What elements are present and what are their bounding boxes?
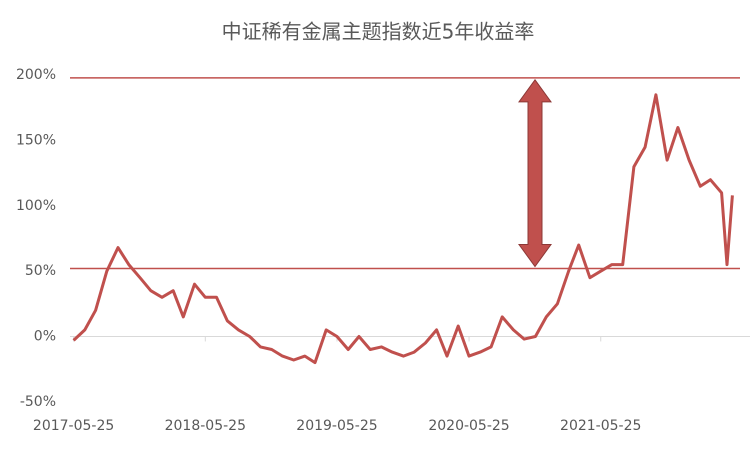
y-tick-label: -50% <box>20 394 56 410</box>
y-tick-label: 150% <box>16 133 56 149</box>
y-tick-label: 100% <box>16 198 56 214</box>
x-tick-label: 2020-05-25 <box>428 418 509 434</box>
x-tick-label: 2021-05-25 <box>560 418 641 434</box>
y-tick-label: 0% <box>34 328 56 344</box>
x-tick-label: 2018-05-25 <box>165 418 246 434</box>
x-tick-label: 2017-05-25 <box>33 418 114 434</box>
y-tick-label: 200% <box>16 67 56 83</box>
x-tick-label: 2019-05-25 <box>296 418 377 434</box>
double-arrow <box>518 78 552 268</box>
y-tick-label: 50% <box>25 263 56 279</box>
chart-title: 中证稀有金属主题指数近5年收益率 <box>222 20 535 44</box>
series-line <box>72 93 734 365</box>
